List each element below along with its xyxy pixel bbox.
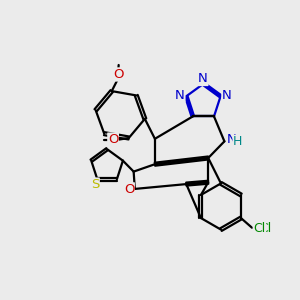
- Text: Cl: Cl: [253, 222, 266, 235]
- Text: O: O: [108, 133, 118, 146]
- Text: N: N: [198, 73, 208, 85]
- Text: N: N: [227, 134, 237, 146]
- Text: Cl: Cl: [260, 222, 272, 235]
- Text: N: N: [175, 89, 185, 102]
- Text: S: S: [91, 178, 99, 191]
- Text: N: N: [227, 134, 237, 146]
- Text: O: O: [113, 68, 124, 81]
- Text: O: O: [124, 183, 134, 196]
- Text: O: O: [124, 183, 134, 196]
- Text: N: N: [222, 89, 232, 102]
- Text: H: H: [233, 135, 242, 148]
- Text: O: O: [113, 68, 124, 81]
- Text: N: N: [175, 89, 185, 102]
- Text: O: O: [108, 133, 118, 146]
- Text: N: N: [198, 73, 208, 85]
- Text: N: N: [222, 89, 232, 102]
- Text: H: H: [233, 135, 242, 148]
- Text: S: S: [91, 178, 99, 191]
